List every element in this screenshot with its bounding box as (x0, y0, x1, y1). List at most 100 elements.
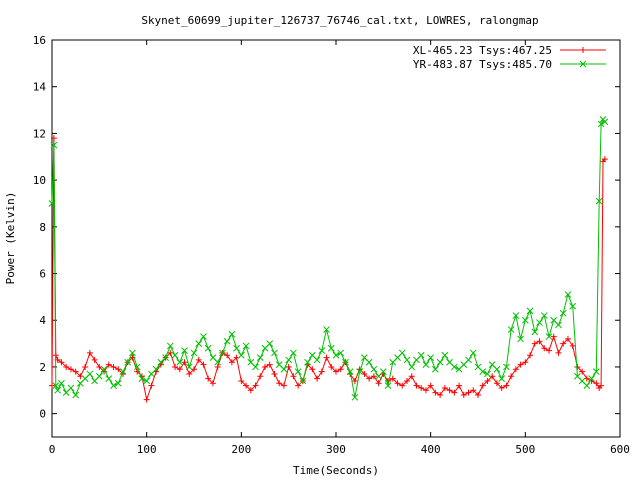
data-point (228, 330, 236, 338)
data-point (271, 349, 278, 357)
data-point (105, 361, 112, 368)
data-point (256, 354, 264, 361)
data-point (86, 349, 93, 356)
data-point (252, 382, 259, 389)
legend-label: XL-465.23 Tsys:467.25 (413, 44, 552, 57)
data-point (110, 363, 117, 370)
data-point (370, 373, 377, 380)
data-point (54, 386, 62, 394)
data-point (351, 377, 358, 384)
data-point (119, 368, 127, 375)
x-tick-label: 600 (610, 443, 630, 456)
data-point (280, 365, 288, 373)
data-point (427, 382, 434, 389)
data-point (469, 349, 477, 357)
data-point (200, 333, 207, 340)
data-point (238, 377, 245, 384)
data-point (394, 380, 401, 387)
data-point (446, 387, 453, 394)
data-point (266, 361, 273, 368)
data-point (512, 366, 519, 373)
data-point (470, 387, 477, 394)
legend-marker (580, 47, 586, 53)
data-point (579, 368, 586, 375)
data-point (50, 141, 58, 149)
data-point (422, 361, 430, 368)
series-line (51, 138, 606, 402)
data-point (257, 373, 264, 380)
data-point (214, 363, 221, 370)
data-point (237, 351, 245, 359)
data-point (242, 342, 250, 350)
data-point (564, 291, 572, 298)
data-point (285, 356, 293, 364)
series-1 (49, 135, 608, 403)
data-point (219, 349, 226, 357)
data-point (214, 358, 222, 366)
data-point (323, 354, 330, 361)
data-point (50, 135, 57, 142)
data-point (418, 384, 425, 391)
y-tick-label: 16 (33, 34, 46, 47)
data-point (559, 309, 567, 317)
data-point (503, 363, 510, 371)
data-point (129, 349, 136, 357)
y-tick-label: 8 (39, 221, 46, 234)
data-point (280, 382, 287, 389)
data-point (422, 387, 429, 394)
data-point (508, 373, 515, 380)
data-point (332, 351, 340, 359)
data-point (484, 370, 491, 378)
data-point (205, 375, 212, 382)
data-point (290, 349, 297, 357)
data-point (517, 335, 524, 343)
data-point (181, 347, 188, 354)
data-point (527, 352, 534, 359)
data-point (413, 382, 420, 389)
data-point (583, 382, 591, 389)
data-point (58, 359, 65, 366)
data-point (223, 337, 231, 345)
data-point (185, 363, 193, 371)
data-point (295, 382, 302, 389)
data-point (342, 358, 349, 366)
data-point (601, 118, 609, 126)
data-point (337, 366, 344, 373)
data-point (162, 354, 169, 361)
data-point (555, 321, 562, 329)
data-point (545, 333, 553, 340)
data-point (404, 377, 410, 384)
data-point (365, 358, 373, 366)
data-point (601, 156, 608, 163)
x-axis-label: Time(Seconds) (293, 464, 379, 477)
series-2 (48, 116, 609, 401)
data-point (48, 200, 56, 207)
data-point (465, 356, 472, 364)
data-point (266, 340, 274, 347)
data-point (441, 384, 448, 391)
data-point (200, 361, 207, 368)
data-point (484, 377, 491, 384)
data-point (63, 363, 70, 370)
data-point (521, 316, 529, 324)
data-point (152, 365, 160, 373)
data-point (356, 368, 364, 375)
data-point (479, 368, 487, 375)
data-point (389, 375, 396, 382)
data-point (143, 396, 150, 403)
data-point (172, 363, 179, 370)
y-tick-label: 10 (33, 174, 46, 187)
data-point (540, 312, 548, 319)
data-point (318, 347, 326, 354)
data-point (531, 328, 539, 336)
legend-marker (579, 60, 587, 68)
data-point (370, 365, 378, 373)
data-point (86, 370, 94, 378)
data-point (82, 363, 89, 370)
data-point (375, 380, 382, 387)
data-point (460, 391, 467, 398)
data-point (52, 382, 60, 389)
data-point (507, 326, 515, 333)
data-point (190, 349, 198, 357)
